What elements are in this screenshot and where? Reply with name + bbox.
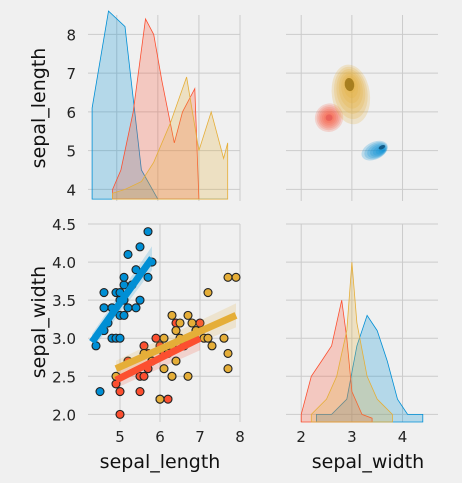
scatter-point: [171, 326, 181, 336]
xlabel-sepal-length: sepal_length: [100, 451, 221, 473]
scatter-point: [155, 394, 165, 404]
histogram-area-0: [316, 314, 424, 423]
scatter-point: [183, 371, 193, 381]
ytick-label: 4.5: [52, 216, 76, 234]
scatter-point: [219, 333, 229, 343]
scatter-point: [135, 386, 145, 397]
scatter-point: [135, 295, 145, 305]
scatter-point: [115, 333, 125, 343]
scatter-point: [119, 272, 129, 282]
histogram-area-1: [300, 300, 373, 423]
scatter-point: [99, 287, 109, 298]
scatter-point: [115, 386, 125, 397]
scatter-point: [123, 249, 133, 260]
scatter-point: [99, 303, 109, 313]
regression-line: [114, 312, 238, 372]
sepal-width-histogram-panel: 2 3 4: [286, 223, 438, 446]
scatter-point: [183, 310, 193, 320]
ylabel-sepal-length: sepal_length: [28, 48, 50, 169]
scatter-point: [131, 303, 141, 313]
scatter-point: [231, 272, 241, 282]
ytick-label: 6: [66, 104, 76, 122]
scatter-point: [187, 318, 197, 328]
scatter-point: [223, 348, 233, 359]
scatter-point: [167, 310, 177, 320]
scatter-point: [223, 364, 233, 374]
ytick-label: 8: [66, 26, 76, 44]
xtick-label: 4: [398, 428, 408, 446]
xtick-label: 3: [347, 428, 357, 446]
scatter-regression-panel: 5 6 7 8 2.0 2.5 3.0 3.5 4.0 4.5: [52, 216, 245, 446]
scatter-point: [207, 341, 217, 351]
ytick-label: 2.0: [52, 406, 76, 424]
regression-line: [114, 335, 202, 384]
scatter-point: [139, 371, 149, 381]
ytick-label: 4.0: [52, 254, 76, 272]
scatter-point: [223, 272, 233, 282]
xtick-label: 7: [195, 428, 205, 446]
ylabel-sepal-width: sepal_width: [28, 266, 50, 378]
scatter-point: [95, 386, 105, 397]
histogram-area-1: [112, 17, 200, 200]
scatter-point: [115, 409, 125, 419]
ytick-label: 3.0: [52, 330, 76, 348]
kde-blob-0: [331, 64, 371, 125]
ytick-label: 2.5: [52, 368, 76, 386]
ytick-label: 4: [66, 181, 76, 199]
xtick-label: 8: [235, 428, 245, 446]
scatter-point: [175, 318, 185, 328]
scatter-point: [143, 227, 153, 237]
scatter-point: [203, 333, 213, 343]
scatter-point: [159, 333, 169, 343]
kde-blob-1: [314, 103, 344, 132]
xtick-label: 2: [296, 428, 306, 446]
kde-blob-2: [361, 140, 388, 161]
scatter-point: [123, 303, 133, 313]
scatter-point: [163, 394, 173, 404]
scatter-point: [119, 310, 129, 320]
regression-line: [89, 256, 155, 345]
scatter-point: [167, 371, 177, 381]
xtick-label: 5: [115, 428, 125, 446]
sepal-length-histogram-panel: 4 5 6 7 8: [66, 10, 241, 201]
scatter-point: [203, 287, 213, 298]
scatter-point: [91, 341, 101, 351]
ytick-label: 3.5: [52, 292, 76, 310]
scatter-point: [143, 272, 153, 282]
xlabel-sepal-width: sepal_width: [312, 451, 424, 473]
scatter-point: [159, 364, 169, 374]
histogram-area-2: [112, 76, 229, 200]
ytick-label: 5: [66, 143, 76, 161]
scatter-point: [135, 242, 145, 252]
kde-density-panel: [286, 15, 438, 201]
xtick-label: 6: [155, 428, 165, 446]
ytick-label: 7: [66, 65, 76, 83]
histogram-area-2: [310, 262, 393, 423]
scatter-point: [171, 356, 181, 366]
